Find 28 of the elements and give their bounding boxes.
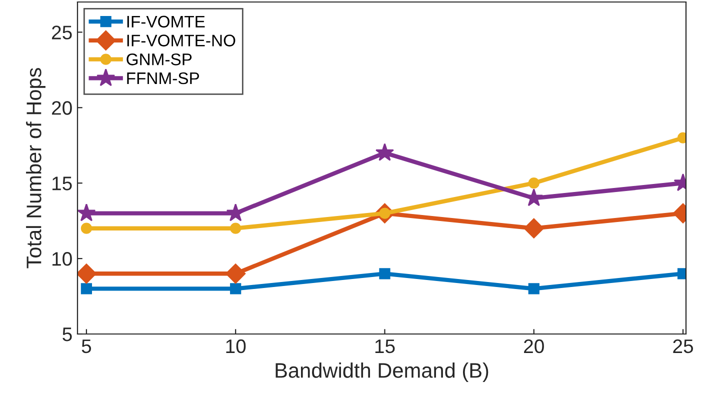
point bbox=[230, 222, 242, 234]
legend-label: IF-VOMTE-NO bbox=[127, 34, 236, 46]
point bbox=[524, 218, 544, 238]
x-tick-label: 10 bbox=[226, 339, 246, 354]
point bbox=[226, 264, 246, 284]
point bbox=[80, 222, 92, 234]
x-tick-label: 20 bbox=[524, 339, 544, 354]
legend-label: GNM-SP bbox=[126, 54, 192, 66]
y-axis-title: Total Number of Hops bbox=[26, 68, 46, 268]
point bbox=[528, 178, 540, 189]
y-tick-label: 25 bbox=[52, 26, 72, 40]
point bbox=[230, 283, 242, 294]
x-axis-title: Bandwidth Demand (B) bbox=[276, 362, 488, 382]
y-tick-label: 15 bbox=[52, 176, 72, 190]
point bbox=[80, 283, 92, 294]
x-tick-label: 15 bbox=[375, 340, 395, 354]
point bbox=[78, 264, 96, 284]
point bbox=[379, 268, 390, 280]
legend-label: FFNM-SP bbox=[127, 72, 200, 84]
point bbox=[375, 143, 394, 161]
point bbox=[78, 204, 96, 222]
y-tick-label: 5 bbox=[62, 328, 72, 342]
x-tick-label: 25 bbox=[673, 339, 694, 354]
y-tick-label: 20 bbox=[52, 101, 72, 115]
point bbox=[528, 283, 540, 294]
legend-label: IF-VOMTE bbox=[127, 16, 205, 28]
x-tick-label: 5 bbox=[82, 340, 92, 354]
y-tick-label: 10 bbox=[52, 252, 72, 266]
